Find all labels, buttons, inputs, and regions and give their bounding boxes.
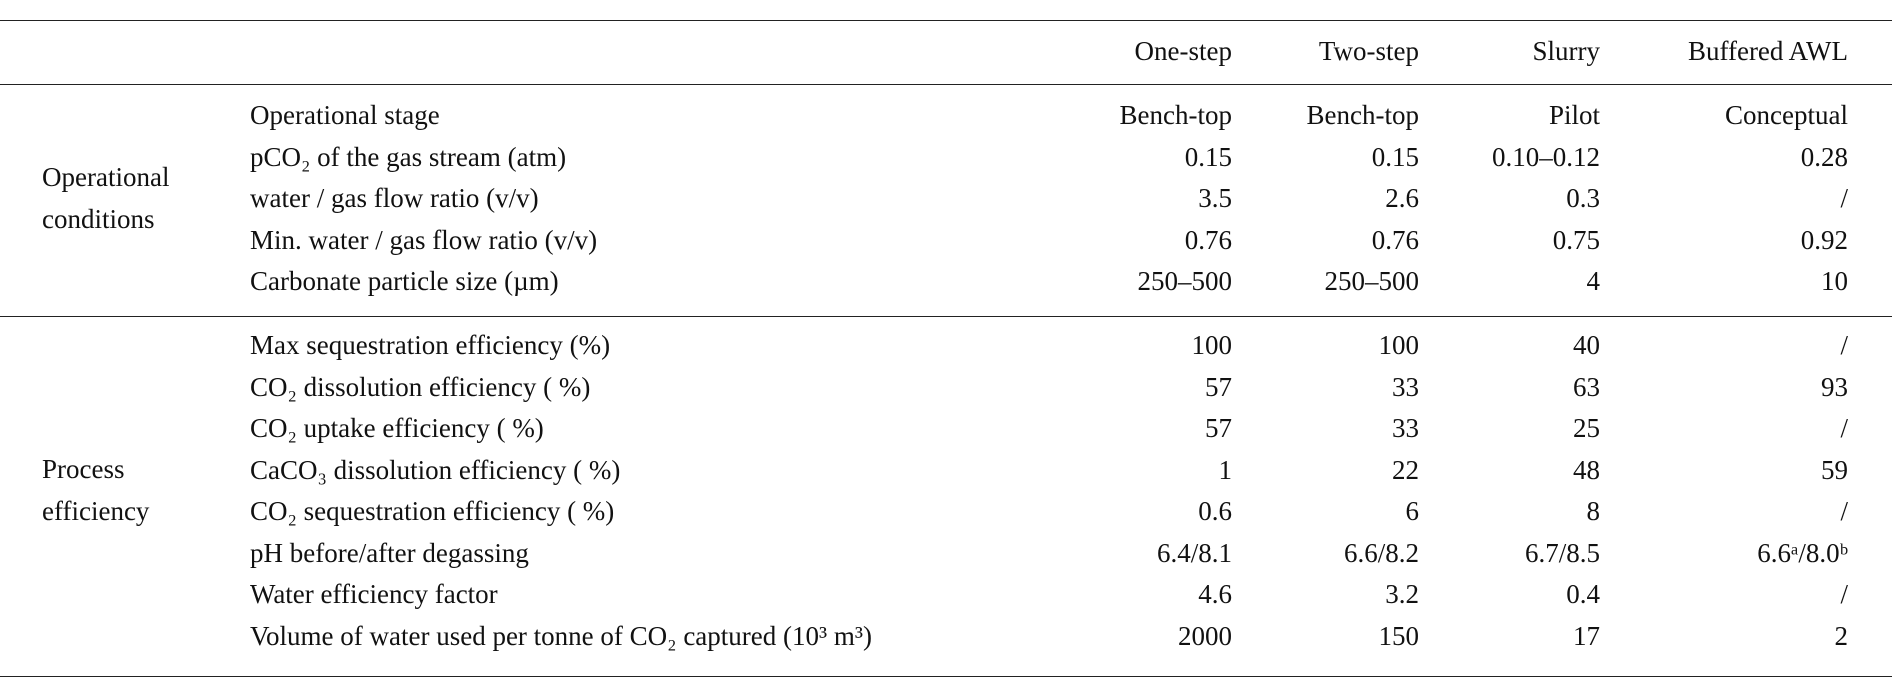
row-label: CO₂ uptake efficiency ( %) xyxy=(250,413,544,443)
row-label: Carbonate particle size (µm) xyxy=(250,266,559,296)
cell: 0.15 xyxy=(1184,141,1232,172)
cell: 0.75 xyxy=(1552,224,1600,255)
cell: 250–500 xyxy=(1137,266,1233,296)
column-header: One-step xyxy=(1134,36,1232,66)
cell: 0.15 xyxy=(1371,141,1419,172)
column-header: Two-step xyxy=(1318,36,1419,66)
bottom-rule xyxy=(0,676,1892,677)
cell: 4.6 xyxy=(1198,579,1232,609)
cell: 100 xyxy=(1378,330,1420,360)
cell: 59 xyxy=(1821,454,1848,485)
column-header: Buffered AWL xyxy=(1687,36,1848,66)
cell: 0.92 xyxy=(1800,224,1848,255)
cell: 17 xyxy=(1573,620,1600,651)
cell: / xyxy=(1840,183,1848,213)
cell: 2000 xyxy=(1178,620,1232,651)
row-label: Max sequestration efficiency (%) xyxy=(250,330,611,360)
cell: 250–500 xyxy=(1324,266,1420,296)
cell: Bench-top xyxy=(1119,100,1232,130)
cell: 33 xyxy=(1392,413,1419,443)
cell: 0.3 xyxy=(1566,183,1600,213)
cell: / xyxy=(1840,413,1848,443)
cell: 6.7/8.5 xyxy=(1524,537,1600,568)
cell: 6.6/8.2 xyxy=(1343,537,1419,568)
cell: Bench-top xyxy=(1306,100,1419,130)
cell: 6 xyxy=(1405,496,1420,526)
cell: / xyxy=(1840,330,1848,360)
row-label: CaCO₃ dissolution efficiency ( %) xyxy=(250,454,621,485)
column-header: Slurry xyxy=(1532,36,1601,66)
cell: 0.28 xyxy=(1800,141,1848,172)
cell: 2.6 xyxy=(1385,183,1419,213)
cell: / xyxy=(1840,496,1848,526)
cell: 2 xyxy=(1834,620,1849,651)
cell: 150 xyxy=(1378,620,1420,651)
row-label: CO₂ sequestration efficiency ( %) xyxy=(250,496,615,526)
cell: 0.10–0.12 xyxy=(1492,141,1600,172)
cell: 6.4/8.1 xyxy=(1156,537,1232,568)
cell: 93 xyxy=(1821,371,1848,402)
row-label: Min. water / gas flow ratio (v/v) xyxy=(250,224,598,255)
row-label: water / gas flow ratio (v/v) xyxy=(250,183,539,213)
cell: 0.4 xyxy=(1566,579,1600,609)
cell: 0.76 xyxy=(1371,224,1419,255)
cell: 0.76 xyxy=(1184,224,1232,255)
group-label: Operational conditions xyxy=(42,162,170,234)
row-label: Volume of water used per tonne of CO₂ ca… xyxy=(250,620,872,651)
cell: 33 xyxy=(1392,371,1419,402)
cell: 100 xyxy=(1191,330,1233,360)
cell: 3.5 xyxy=(1198,183,1232,213)
cell: 10 xyxy=(1821,266,1848,296)
cell: 3.2 xyxy=(1385,579,1419,609)
row-label: Operational stage xyxy=(250,100,440,130)
cell: 40 xyxy=(1573,330,1600,360)
top-rule xyxy=(0,20,1892,21)
row-label: CO₂ dissolution efficiency ( %) xyxy=(250,371,591,402)
cell: Conceptual xyxy=(1725,100,1848,130)
row-label: pCO₂ of the gas stream (atm) xyxy=(250,141,567,172)
cell: 63 xyxy=(1573,371,1600,402)
group-label: Process efficiency xyxy=(42,454,150,527)
group-rule xyxy=(0,316,1892,317)
cell: 1 xyxy=(1218,454,1233,485)
cell: 57 xyxy=(1205,371,1232,402)
row-label: Water efficiency factor xyxy=(250,579,498,609)
header-rule xyxy=(0,84,1892,85)
cell: 22 xyxy=(1392,454,1419,485)
row-label: pH before/after degassing xyxy=(250,537,529,568)
cell: 0.6 xyxy=(1198,496,1232,526)
cell: 25 xyxy=(1573,413,1600,443)
cell: / xyxy=(1840,579,1848,609)
cell: 57 xyxy=(1205,413,1232,443)
cell: 8 xyxy=(1586,496,1601,526)
cell: 48 xyxy=(1573,454,1600,485)
cell: 6.6ᵃ/8.0ᵇ xyxy=(1757,537,1848,568)
cell: 4 xyxy=(1586,266,1601,296)
cell: Pilot xyxy=(1548,100,1600,130)
